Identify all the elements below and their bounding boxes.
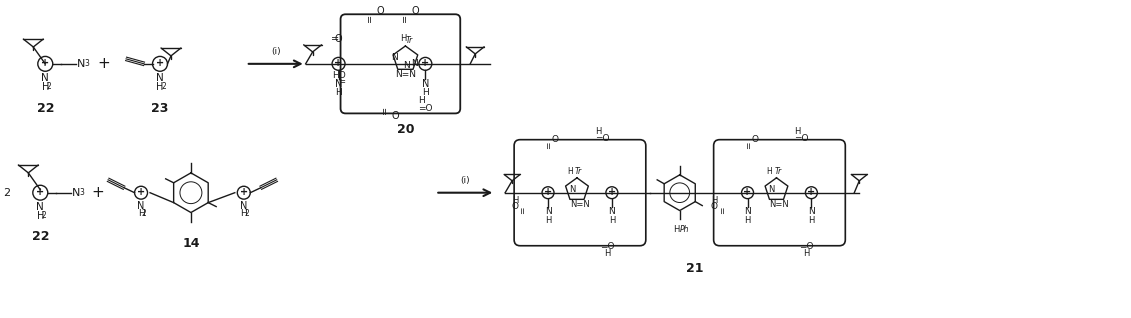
Text: O: O: [391, 111, 399, 121]
Text: H: H: [36, 211, 44, 221]
Text: O: O: [511, 202, 518, 211]
Text: 23: 23: [152, 101, 169, 114]
Text: H: H: [545, 216, 551, 225]
Text: H: H: [42, 82, 49, 92]
Text: N: N: [422, 79, 429, 89]
Text: H: H: [138, 209, 145, 218]
Text: N: N: [545, 207, 552, 216]
Text: 22: 22: [32, 230, 49, 243]
Text: 20: 20: [397, 123, 414, 136]
Text: =: =: [400, 14, 411, 22]
Text: H: H: [400, 34, 406, 43]
Text: H: H: [744, 216, 751, 225]
Text: =O: =O: [418, 104, 433, 113]
Text: H: H: [673, 225, 680, 234]
Text: =O: =O: [800, 242, 814, 251]
Text: +: +: [92, 185, 104, 200]
Text: N: N: [42, 73, 49, 83]
Text: +: +: [607, 187, 616, 197]
Text: 21: 21: [685, 262, 703, 275]
Text: +: +: [421, 58, 430, 68]
Text: +: +: [156, 58, 164, 68]
Text: +: +: [544, 187, 552, 197]
Text: N=N: N=N: [395, 70, 416, 79]
Text: 2: 2: [141, 209, 146, 218]
Text: (i): (i): [460, 176, 470, 185]
Text: 14: 14: [182, 237, 200, 250]
Text: +: +: [97, 56, 111, 71]
Text: N=N: N=N: [769, 200, 789, 209]
Text: =: =: [380, 106, 390, 114]
Text: N: N: [808, 207, 814, 216]
Text: H: H: [422, 88, 429, 97]
Text: H: H: [418, 96, 425, 105]
Text: +: +: [743, 187, 752, 197]
Text: 22: 22: [36, 101, 54, 114]
Text: +: +: [36, 187, 44, 197]
Text: H: H: [568, 167, 573, 176]
Text: =: =: [365, 14, 375, 22]
Text: N: N: [768, 185, 775, 194]
Text: +: +: [137, 187, 145, 197]
Text: Tr: Tr: [575, 167, 582, 176]
Text: Tr: Tr: [405, 36, 413, 45]
Text: O: O: [377, 6, 385, 16]
Text: O: O: [710, 202, 718, 211]
Text: =O: =O: [794, 134, 809, 143]
Text: N: N: [72, 188, 80, 198]
Text: N: N: [608, 207, 615, 216]
Text: N: N: [36, 202, 44, 211]
Text: +: +: [41, 58, 50, 68]
Text: =O: =O: [595, 134, 610, 143]
Text: +: +: [240, 187, 248, 197]
Text: N: N: [240, 201, 248, 211]
Text: O: O: [335, 34, 343, 44]
Text: 2: 2: [2, 188, 10, 198]
Text: H: H: [767, 167, 772, 176]
Text: +: +: [808, 187, 815, 197]
Text: H: H: [711, 196, 718, 205]
Text: Tr: Tr: [775, 167, 782, 176]
Text: N: N: [569, 185, 576, 194]
Text: H: H: [335, 88, 342, 97]
Text: 3: 3: [85, 59, 89, 68]
Text: 2: 2: [42, 211, 46, 220]
Text: Ph: Ph: [680, 225, 689, 234]
Text: N: N: [77, 59, 86, 69]
Text: O: O: [412, 6, 420, 16]
Text: =O: =O: [599, 242, 614, 251]
Text: 2: 2: [244, 209, 249, 218]
Text: =: =: [519, 207, 527, 214]
Text: 3: 3: [79, 188, 85, 197]
Text: N: N: [411, 59, 417, 68]
Text: N: N: [156, 73, 164, 83]
Text: =: =: [338, 77, 346, 86]
Text: H: H: [608, 216, 615, 225]
Text: O: O: [751, 135, 758, 144]
Text: =: =: [331, 34, 339, 44]
Text: H: H: [803, 249, 810, 258]
Text: H: H: [156, 82, 164, 92]
Text: 2: 2: [46, 82, 51, 91]
Text: H: H: [809, 216, 814, 225]
Text: H: H: [595, 127, 602, 136]
Text: H: H: [241, 209, 248, 218]
Text: =: =: [744, 141, 753, 149]
Text: =: =: [718, 207, 727, 214]
Text: (i): (i): [271, 47, 280, 56]
Text: N=N: N=N: [570, 200, 590, 209]
Text: N: N: [403, 61, 409, 70]
Text: HO: HO: [331, 71, 346, 80]
Text: H: H: [511, 196, 518, 205]
Text: 2: 2: [161, 82, 166, 91]
Text: N: N: [137, 201, 145, 211]
Text: +: +: [335, 58, 343, 68]
Text: O: O: [552, 135, 559, 144]
Text: N: N: [391, 53, 398, 62]
Text: =: =: [544, 141, 553, 149]
Text: N: N: [335, 79, 343, 89]
Text: H: H: [604, 249, 611, 258]
Text: N: N: [744, 207, 751, 216]
Text: H: H: [794, 127, 801, 136]
